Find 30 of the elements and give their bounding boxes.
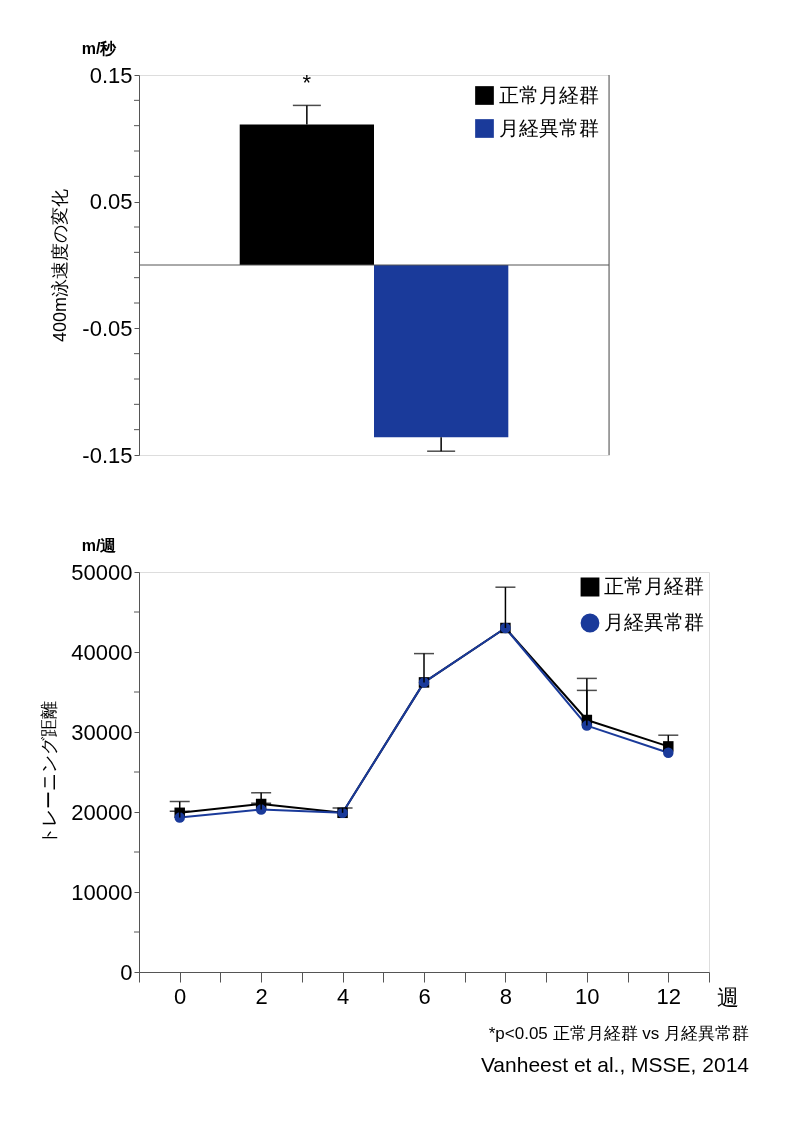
legend-label: 月経異常群: [499, 116, 599, 139]
legend-label: 月経異常群: [604, 611, 704, 633]
y-tick-label: -0.05: [82, 315, 133, 341]
text: m/週: [81, 537, 118, 554]
x-tick-label: 10: [575, 983, 600, 1009]
y-tick-label: 0.05: [89, 189, 133, 215]
y-tick-label: 30000: [71, 719, 133, 745]
y-tick-label: 0: [120, 959, 133, 985]
x-tick-label: 12: [656, 983, 682, 1009]
text: *p<0.05 正常月経群 vs 月経異常群: [488, 1024, 749, 1043]
x-tick-label: 0: [174, 983, 187, 1009]
point: [663, 747, 674, 759]
y-tick-label: 0.15: [89, 62, 133, 88]
x-tick-label: 6: [418, 983, 431, 1009]
y-tick-label: 10000: [71, 879, 133, 905]
y-tick-label: 40000: [71, 639, 133, 665]
y-tick-label: 50000: [71, 559, 133, 585]
y-axis-title: 400m泳速度の変化: [50, 188, 71, 343]
legend-label: 正常月経群: [499, 83, 599, 106]
x-tick-label: 4: [336, 983, 350, 1009]
x-axis-title: 週: [717, 985, 739, 1010]
text: Vanheest et al., MSSE, 2014: [480, 1053, 750, 1076]
x-tick-label: 2: [255, 983, 268, 1009]
y-tick-label: 20000: [71, 799, 133, 825]
legend-label: 正常月経群: [604, 575, 704, 597]
x-tick-label: 8: [499, 983, 513, 1009]
y-tick-label: -0.15: [82, 442, 133, 468]
text: m/秒: [81, 40, 118, 57]
y-axis-title: トレーニング距離: [39, 700, 60, 845]
annotation: *: [302, 70, 312, 96]
